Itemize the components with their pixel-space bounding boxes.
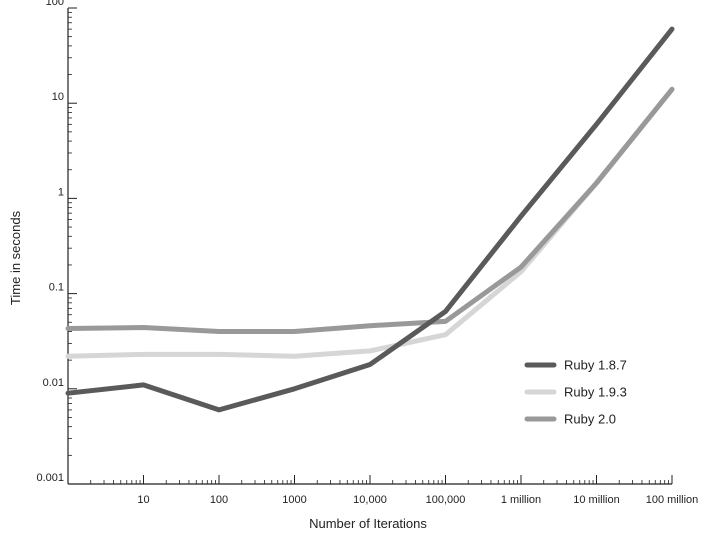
y-axis-title: Time in seconds (8, 210, 23, 305)
series-line-1 (65, 86, 675, 359)
series-line-0 (65, 26, 675, 413)
x-axis-title: Number of Iterations (309, 516, 427, 531)
series-lines (65, 26, 675, 413)
y-tick-label: 0.01 (43, 377, 64, 389)
x-axis: 10 100 1000 10,000 100,000 1 million 10 millio… (68, 475, 698, 506)
x-tick-label: 1 million (501, 494, 541, 506)
y-tick-label: 0.001 (36, 472, 64, 484)
x-tick-label: 1000 (282, 494, 306, 506)
x-tick-label: 10,000 (353, 494, 387, 506)
x-tick-label: 10 million (573, 494, 619, 506)
y-tick-label: 0.1 (49, 282, 64, 294)
series-line-2 (65, 86, 675, 334)
x-tick-label: 100 million (646, 494, 699, 506)
y-tick-label: 1 (58, 186, 64, 198)
x-tick-label: 100 (210, 494, 228, 506)
y-tick-label: 100 (46, 0, 64, 8)
legend-label: Ruby 1.9.3 (564, 385, 627, 400)
legend: Ruby 1.8.7 Ruby 1.9.3 Ruby 2.0 (524, 358, 627, 427)
legend-label: Ruby 2.0 (564, 412, 616, 427)
y-axis: 0.001 0.01 0.1 1 10 100 (36, 0, 77, 485)
y-tick-label: 10 (52, 91, 64, 103)
legend-label: Ruby 1.8.7 (564, 358, 627, 373)
x-tick-label: 100,000 (426, 494, 466, 506)
x-tick-label: 10 (137, 494, 149, 506)
